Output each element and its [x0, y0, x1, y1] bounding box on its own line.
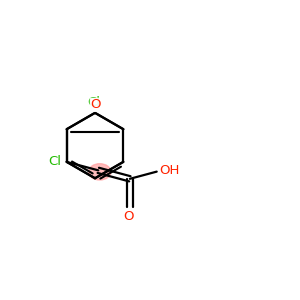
Text: O: O	[123, 210, 134, 223]
Text: O: O	[90, 98, 101, 111]
Text: Cl: Cl	[87, 96, 100, 109]
Ellipse shape	[88, 164, 111, 180]
Text: OH: OH	[160, 164, 180, 177]
Text: Cl: Cl	[48, 155, 61, 168]
